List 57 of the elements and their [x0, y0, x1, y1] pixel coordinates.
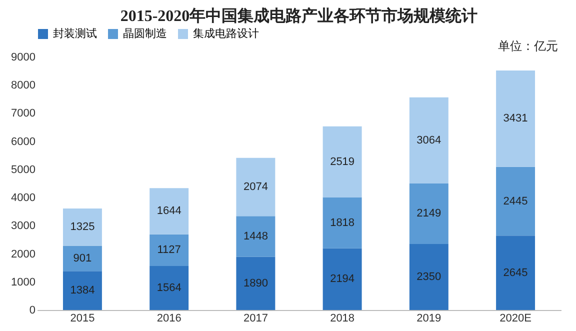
- chart-title: 2015-2020年中国集成电路产业各环节市场规模统计: [120, 7, 478, 25]
- x-tick-label: 2016: [156, 312, 182, 324]
- y-tick-label: 0: [29, 304, 36, 316]
- data-label: 2350: [416, 270, 442, 283]
- bar: [150, 266, 189, 310]
- bar: [322, 248, 362, 310]
- x-tick-label: 2020E: [500, 312, 532, 324]
- y-tick-label: 5000: [11, 164, 36, 176]
- y-tick-label: 9000: [11, 52, 36, 64]
- data-label: 2149: [416, 208, 442, 220]
- legend-label: 晶圆制造: [123, 27, 167, 40]
- bar: [409, 97, 448, 184]
- bar: [150, 234, 189, 266]
- bar: [236, 256, 276, 310]
- text: 单位：亿元: [498, 38, 558, 55]
- y-tick-label: 7000: [11, 108, 36, 120]
- data-label: 901: [73, 252, 92, 264]
- data-label: 3064: [416, 134, 442, 146]
- data-label: 1564: [156, 282, 182, 294]
- bar: [62, 271, 102, 310]
- bar: [322, 197, 362, 248]
- y-tick-label: 2000: [11, 248, 36, 260]
- data-label: 2445: [503, 195, 528, 208]
- y-tick-label: 6000: [11, 136, 36, 148]
- data-label: 3431: [503, 112, 528, 125]
- bar: [322, 126, 362, 198]
- bar: [150, 188, 189, 234]
- bar: [62, 246, 102, 272]
- data-label: 2519: [330, 156, 355, 168]
- bar: [496, 166, 536, 236]
- data-label: 2645: [503, 266, 528, 279]
- y-tick-label: 8000: [11, 80, 36, 92]
- data-label: 1818: [330, 216, 355, 229]
- bar: [236, 158, 276, 216]
- x-tick-label: 2018: [330, 312, 355, 324]
- bar: [236, 216, 276, 257]
- data-label: 2194: [330, 273, 355, 286]
- data-label: 2074: [243, 181, 268, 194]
- x-tick-label: 2017: [243, 312, 268, 324]
- data-label: 1325: [70, 221, 95, 234]
- bar: [496, 236, 536, 310]
- data-label: 1890: [243, 277, 268, 290]
- data-label: 1448: [243, 230, 268, 243]
- y-tick-label: 4000: [11, 192, 36, 204]
- x-tick-label: 2015: [70, 312, 95, 324]
- data-label: 1127: [157, 244, 181, 256]
- legend-label: 集成电路设计: [193, 27, 259, 40]
- y-tick-label: 1000: [11, 276, 36, 288]
- bar: [409, 244, 448, 310]
- bar: [496, 70, 536, 167]
- data-label: 1384: [70, 284, 95, 297]
- bar: [62, 208, 102, 246]
- legend-label: 封装测试: [53, 27, 97, 40]
- x-tick-label: 2019: [416, 312, 442, 324]
- bar: [409, 184, 448, 244]
- y-tick-label: 3000: [11, 220, 36, 232]
- data-label: 1644: [156, 205, 182, 218]
